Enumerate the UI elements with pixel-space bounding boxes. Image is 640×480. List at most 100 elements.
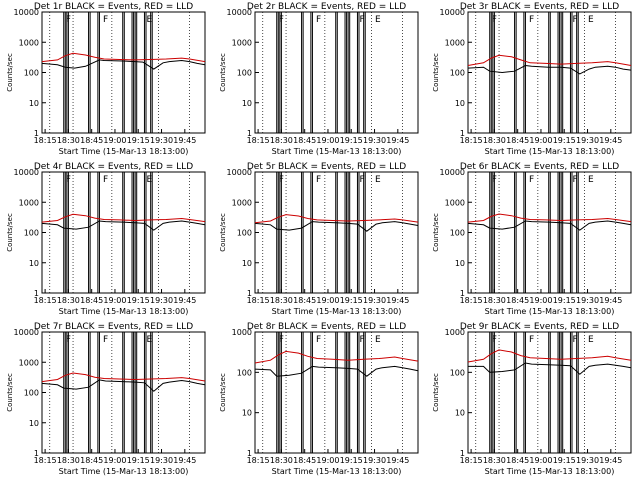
x-tick-label: 19:30	[576, 296, 599, 305]
series-lld	[467, 349, 632, 363]
x-tick-label: 19:30	[150, 136, 173, 145]
x-tick-label: 18:15	[34, 296, 57, 305]
x-tick-label: 18:30	[270, 456, 293, 465]
series-lld	[467, 54, 632, 66]
chart-svg: Det 4r BLACK = Events, RED = LLD F F E 1 10 10…	[6, 162, 206, 316]
x-tick-label: 18:45	[80, 136, 103, 145]
series-events	[468, 362, 632, 375]
panel-det-5: Det 5r BLACK = Events, RED = LLD F F F E 1 10 1…	[213, 160, 426, 320]
x-axis-label: Start Time (15-Mar-13 18:13:00)	[485, 147, 615, 156]
panel-det-3: Det 3r BLACK = Events, RED = LLD F F F E 1 10 1…	[426, 0, 639, 160]
flag-label: F	[492, 175, 497, 185]
chart-title: Det 9r BLACK = Events, RED = LLD	[460, 322, 619, 332]
flag-label: E	[375, 335, 381, 345]
x-tick-label: 19:45	[173, 456, 196, 465]
flag-label: F	[359, 175, 364, 185]
y-tick-label: 100	[24, 389, 39, 398]
y-tick-label: 1	[34, 449, 39, 458]
flag-label: F	[359, 15, 364, 25]
y-tick-label: 10	[242, 259, 252, 268]
y-tick-label: 1000	[445, 198, 465, 207]
x-tick-label: 19:45	[386, 296, 409, 305]
chart-svg: Det 7r BLACK = Events, RED = LLD F F E 1 10 10…	[6, 322, 206, 476]
series-lld	[254, 350, 419, 364]
x-tick-label: 18:30	[270, 296, 293, 305]
x-tick-label: 19:45	[386, 136, 409, 145]
x-tick-label: 19:30	[363, 296, 386, 305]
y-axis-label: Counts/sec	[6, 53, 14, 92]
chart-svg: Det 2r BLACK = Events, RED = LLD F F F E 1 10 1…	[219, 2, 419, 156]
x-tick-label: 18:45	[506, 296, 529, 305]
y-tick-label: 10	[242, 409, 252, 418]
series-events	[41, 220, 206, 231]
y-tick-label: 10	[29, 99, 39, 108]
x-tick-label: 18:30	[483, 296, 506, 305]
y-tick-label: 100	[450, 229, 465, 238]
y-tick-label: 1000	[445, 38, 465, 47]
y-tick-label: 10	[242, 99, 252, 108]
flag-label: F	[492, 335, 497, 345]
y-tick-label: 10000	[227, 168, 252, 177]
y-axis-label: Counts/sec	[6, 213, 14, 252]
y-tick-label: 1	[34, 129, 39, 138]
chart-svg: Det 5r BLACK = Events, RED = LLD F F F E 1 10 1…	[219, 162, 419, 316]
x-tick-label: 19:00	[529, 136, 552, 145]
y-tick-label: 100	[24, 229, 39, 238]
chart-svg: Det 8r BLACK = Events, RED = LLD F F F E 1 10 1…	[219, 322, 419, 476]
flag-label: E	[588, 175, 594, 185]
y-tick-label: 10000	[14, 328, 39, 337]
x-tick-label: 18:15	[34, 136, 57, 145]
series-events	[41, 59, 206, 70]
flag-label: F	[572, 175, 577, 185]
x-tick-label: 18:30	[483, 136, 506, 145]
plot-frame	[254, 331, 419, 454]
x-tick-label: 18:45	[80, 456, 103, 465]
x-tick-label: 18:30	[57, 296, 80, 305]
x-tick-label: 19:00	[529, 296, 552, 305]
x-tick-label: 18:45	[506, 136, 529, 145]
flag-label: E	[146, 15, 152, 25]
x-tick-label: 19:30	[363, 456, 386, 465]
flag-label: F	[529, 175, 534, 185]
series-events	[467, 220, 632, 231]
x-tick-label: 19:45	[599, 456, 622, 465]
x-tick-label: 19:30	[150, 296, 173, 305]
x-tick-label: 19:45	[173, 136, 196, 145]
x-axis-label: Start Time (15-Mar-13 18:13:00)	[485, 307, 615, 316]
series-events	[254, 221, 419, 232]
flag-label: F	[66, 335, 71, 345]
x-tick-label: 18:45	[293, 136, 316, 145]
x-tick-label: 19:00	[316, 456, 339, 465]
chart-title: Det 7r BLACK = Events, RED = LLD	[34, 322, 193, 332]
x-tick-label: 18:45	[293, 296, 316, 305]
y-tick-label: 100	[450, 69, 465, 78]
flag-label: F	[103, 15, 108, 25]
x-tick-label: 19:00	[103, 296, 126, 305]
flag-label: F	[66, 175, 71, 185]
y-tick-label: 1	[34, 289, 39, 298]
y-tick-label: 1000	[232, 198, 252, 207]
x-tick-label: 18:45	[80, 296, 103, 305]
y-tick-label: 10	[455, 99, 465, 108]
chart-title: Det 8r BLACK = Events, RED = LLD	[247, 322, 406, 332]
y-tick-label: 1000	[19, 198, 39, 207]
panel-det-9: Det 9r BLACK = Events, RED = LLD F F F E 1 10 1…	[426, 320, 639, 480]
x-tick-label: 19:45	[386, 456, 409, 465]
x-tick-label: 19:00	[529, 456, 552, 465]
y-tick-label: 1	[247, 289, 252, 298]
flag-label: F	[572, 335, 577, 345]
y-axis-label: Counts/sec	[219, 373, 227, 412]
flag-label: F	[316, 175, 321, 185]
chart-title: Det 4r BLACK = Events, RED = LLD	[34, 162, 193, 172]
flag-label: F	[492, 15, 497, 25]
flag-label: F	[572, 15, 577, 25]
x-tick-label: 19:15	[553, 136, 576, 145]
y-tick-label: 10000	[14, 8, 39, 17]
y-tick-label: 1000	[232, 328, 252, 337]
x-tick-label: 19:45	[599, 296, 622, 305]
x-tick-label: 18:15	[247, 136, 270, 145]
flag-label: E	[588, 15, 594, 25]
panel-det-4: Det 4r BLACK = Events, RED = LLD F F E 1 10 10…	[0, 160, 213, 320]
y-tick-label: 10	[455, 409, 465, 418]
panel-det-1: Det 1r BLACK = Events, RED = LLD F F E 1 10 10…	[0, 0, 213, 160]
